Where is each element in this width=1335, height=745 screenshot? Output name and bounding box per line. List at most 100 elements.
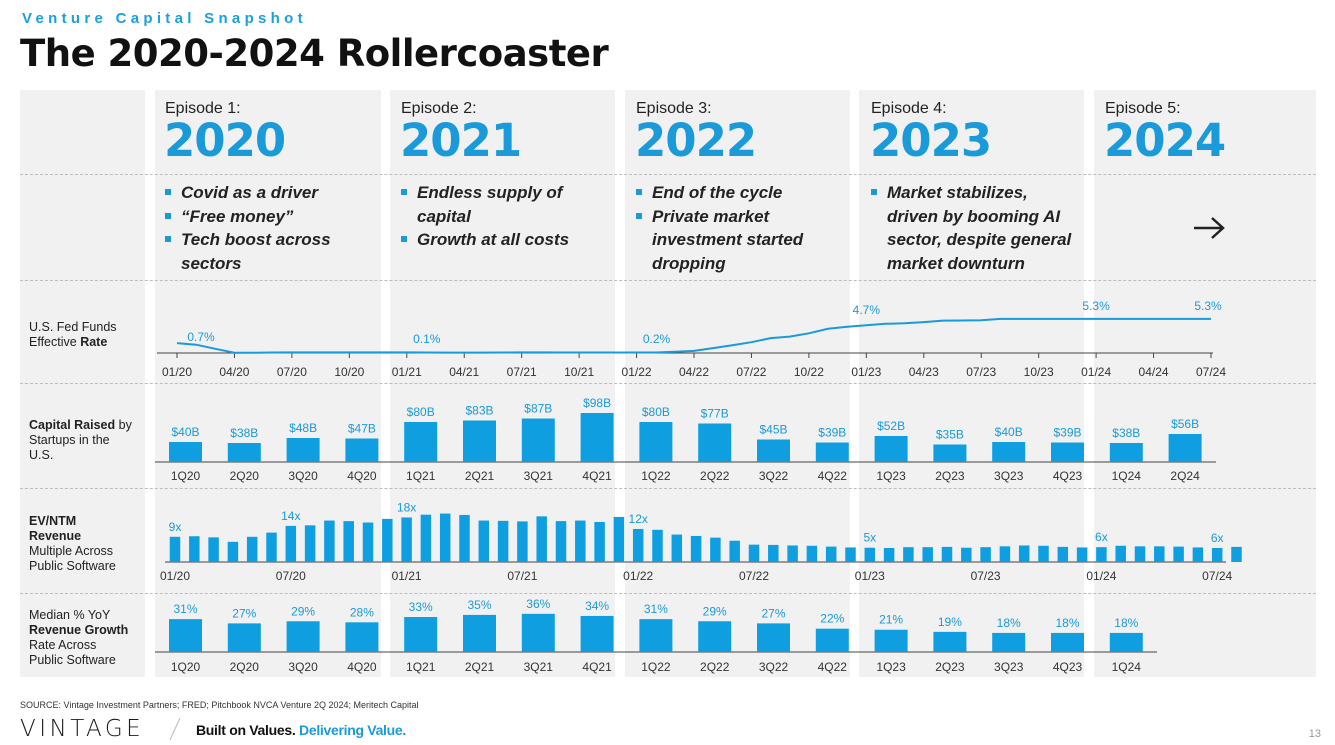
growth-data-label: 22% <box>820 612 844 626</box>
episode-5-year: 2024 <box>1104 114 1226 167</box>
ev-bar <box>1018 545 1030 562</box>
fed-tick-label: 04/23 <box>909 365 939 379</box>
ev-bar <box>671 534 683 562</box>
ev-bar <box>941 546 953 562</box>
separator <box>20 593 1316 594</box>
ev-bar <box>1076 547 1088 562</box>
bullet-item: Endless supply of capital <box>401 181 577 228</box>
capital-bar <box>169 442 202 462</box>
capital-tick-label: 1Q22 <box>641 469 671 483</box>
capital-tick-label: 4Q20 <box>347 469 377 483</box>
capital-tick-label: 3Q22 <box>759 469 789 483</box>
capital-tick-label: 2Q24 <box>1170 469 1200 483</box>
capital-bar <box>874 436 908 462</box>
growth-bar <box>227 623 261 652</box>
capital-tick-label: 3Q21 <box>524 469 554 483</box>
capital-bar <box>1168 434 1202 462</box>
growth-tick-label: 2Q20 <box>230 660 260 674</box>
growth-data-label: 35% <box>467 598 491 612</box>
capital-data-label: $38B <box>230 426 258 440</box>
ev-data-label: 9x <box>169 520 182 534</box>
capital-bar <box>639 422 673 462</box>
tagline: Built on Values. Delivering Value. <box>196 722 406 738</box>
capital-bar <box>992 442 1026 462</box>
episode-4-label: Episode 4: <box>871 100 947 117</box>
growth-bar <box>463 614 496 652</box>
fed-tick-label: 07/22 <box>736 365 766 379</box>
capital-data-label: $56B <box>1171 417 1199 431</box>
fed-tick-label: 04/21 <box>449 365 479 379</box>
capital-bar <box>698 423 732 462</box>
ev-bar <box>980 547 991 562</box>
growth-bar <box>815 628 849 652</box>
fed-tick-label: 01/21 <box>392 365 422 379</box>
ev-bar <box>1057 546 1069 562</box>
growth-data-label: 18% <box>997 616 1021 630</box>
growth-data-label: 19% <box>938 615 962 629</box>
fed-tick-label: 04/20 <box>219 365 249 379</box>
fed-tick-label: 01/24 <box>1081 365 1111 379</box>
capital-tick-label: 2Q22 <box>700 469 730 483</box>
fed-data-label: 0.2% <box>643 332 671 346</box>
growth-tick-label: 4Q23 <box>1053 660 1083 674</box>
ev-bar <box>266 532 277 562</box>
ev-bar <box>845 547 856 562</box>
growth-bar <box>874 629 908 652</box>
capital-data-label: $48B <box>289 421 317 435</box>
ev-bar <box>1211 548 1223 562</box>
ev-tick-label: 07/21 <box>507 569 537 583</box>
row-label-capital-raised: Capital Raised by Startups in the U.S. <box>29 418 132 462</box>
growth-data-label: 31% <box>644 602 668 616</box>
ev-bar <box>1115 545 1126 562</box>
capital-data-label: $35B <box>936 428 964 442</box>
fed-tick-label: 01/23 <box>851 365 881 379</box>
capital-data-label: $83B <box>465 404 493 418</box>
growth-bar <box>757 623 790 652</box>
fed-tick-label: 10/20 <box>334 365 364 379</box>
ev-bar <box>1154 546 1165 562</box>
ev-bar <box>246 536 258 562</box>
ev-bar <box>420 514 432 562</box>
ev-bar <box>594 521 605 562</box>
growth-bar <box>404 617 438 652</box>
growth-bar <box>169 619 202 652</box>
ev-tick-label: 07/20 <box>276 569 306 583</box>
capital-bar <box>933 444 967 462</box>
ev-bar <box>768 544 779 562</box>
fed-tick-label: 10/23 <box>1024 365 1054 379</box>
fed-tick-label: 07/21 <box>507 365 537 379</box>
ev-bar <box>864 547 876 562</box>
ev-tick-label: 07/24 <box>1202 569 1232 583</box>
growth-data-label: 29% <box>703 604 727 618</box>
fed-tick-label: 10/22 <box>794 365 824 379</box>
ev-bar <box>189 536 200 562</box>
kicker: Venture Capital Snapshot <box>22 10 307 27</box>
ev-bar <box>304 525 316 562</box>
capital-data-label: $80B <box>642 405 670 419</box>
capital-tick-label: 2Q21 <box>465 469 495 483</box>
capital-bar <box>286 438 320 462</box>
episode-5-label: Episode 5: <box>1105 100 1181 117</box>
bullet-item: Covid as a driver <box>165 181 355 205</box>
growth-bar <box>698 621 732 652</box>
capital-tick-label: 3Q20 <box>288 469 318 483</box>
growth-tick-label: 2Q22 <box>700 660 730 674</box>
fed-data-label: 0.1% <box>413 332 441 346</box>
fed-tick-label: 04/24 <box>1139 365 1169 379</box>
capital-data-label: $52B <box>877 419 905 433</box>
ev-bar <box>324 520 335 562</box>
capital-data-label: $39B <box>1053 426 1081 440</box>
growth-bar <box>639 619 673 652</box>
episode-2-label: Episode 2: <box>401 100 477 117</box>
fed-data-label: 0.7% <box>187 330 215 344</box>
ev-bar <box>575 520 586 562</box>
fed-tick-label: 07/20 <box>277 365 307 379</box>
capital-data-label: $47B <box>348 422 376 436</box>
ev-bar <box>825 546 837 562</box>
ev-bar <box>1231 546 1242 562</box>
capital-tick-label: 4Q23 <box>1053 469 1083 483</box>
growth-bar <box>286 621 320 652</box>
capital-tick-label: 4Q21 <box>582 469 612 483</box>
ev-bar <box>690 535 702 562</box>
capital-tick-label: 1Q20 <box>171 469 201 483</box>
